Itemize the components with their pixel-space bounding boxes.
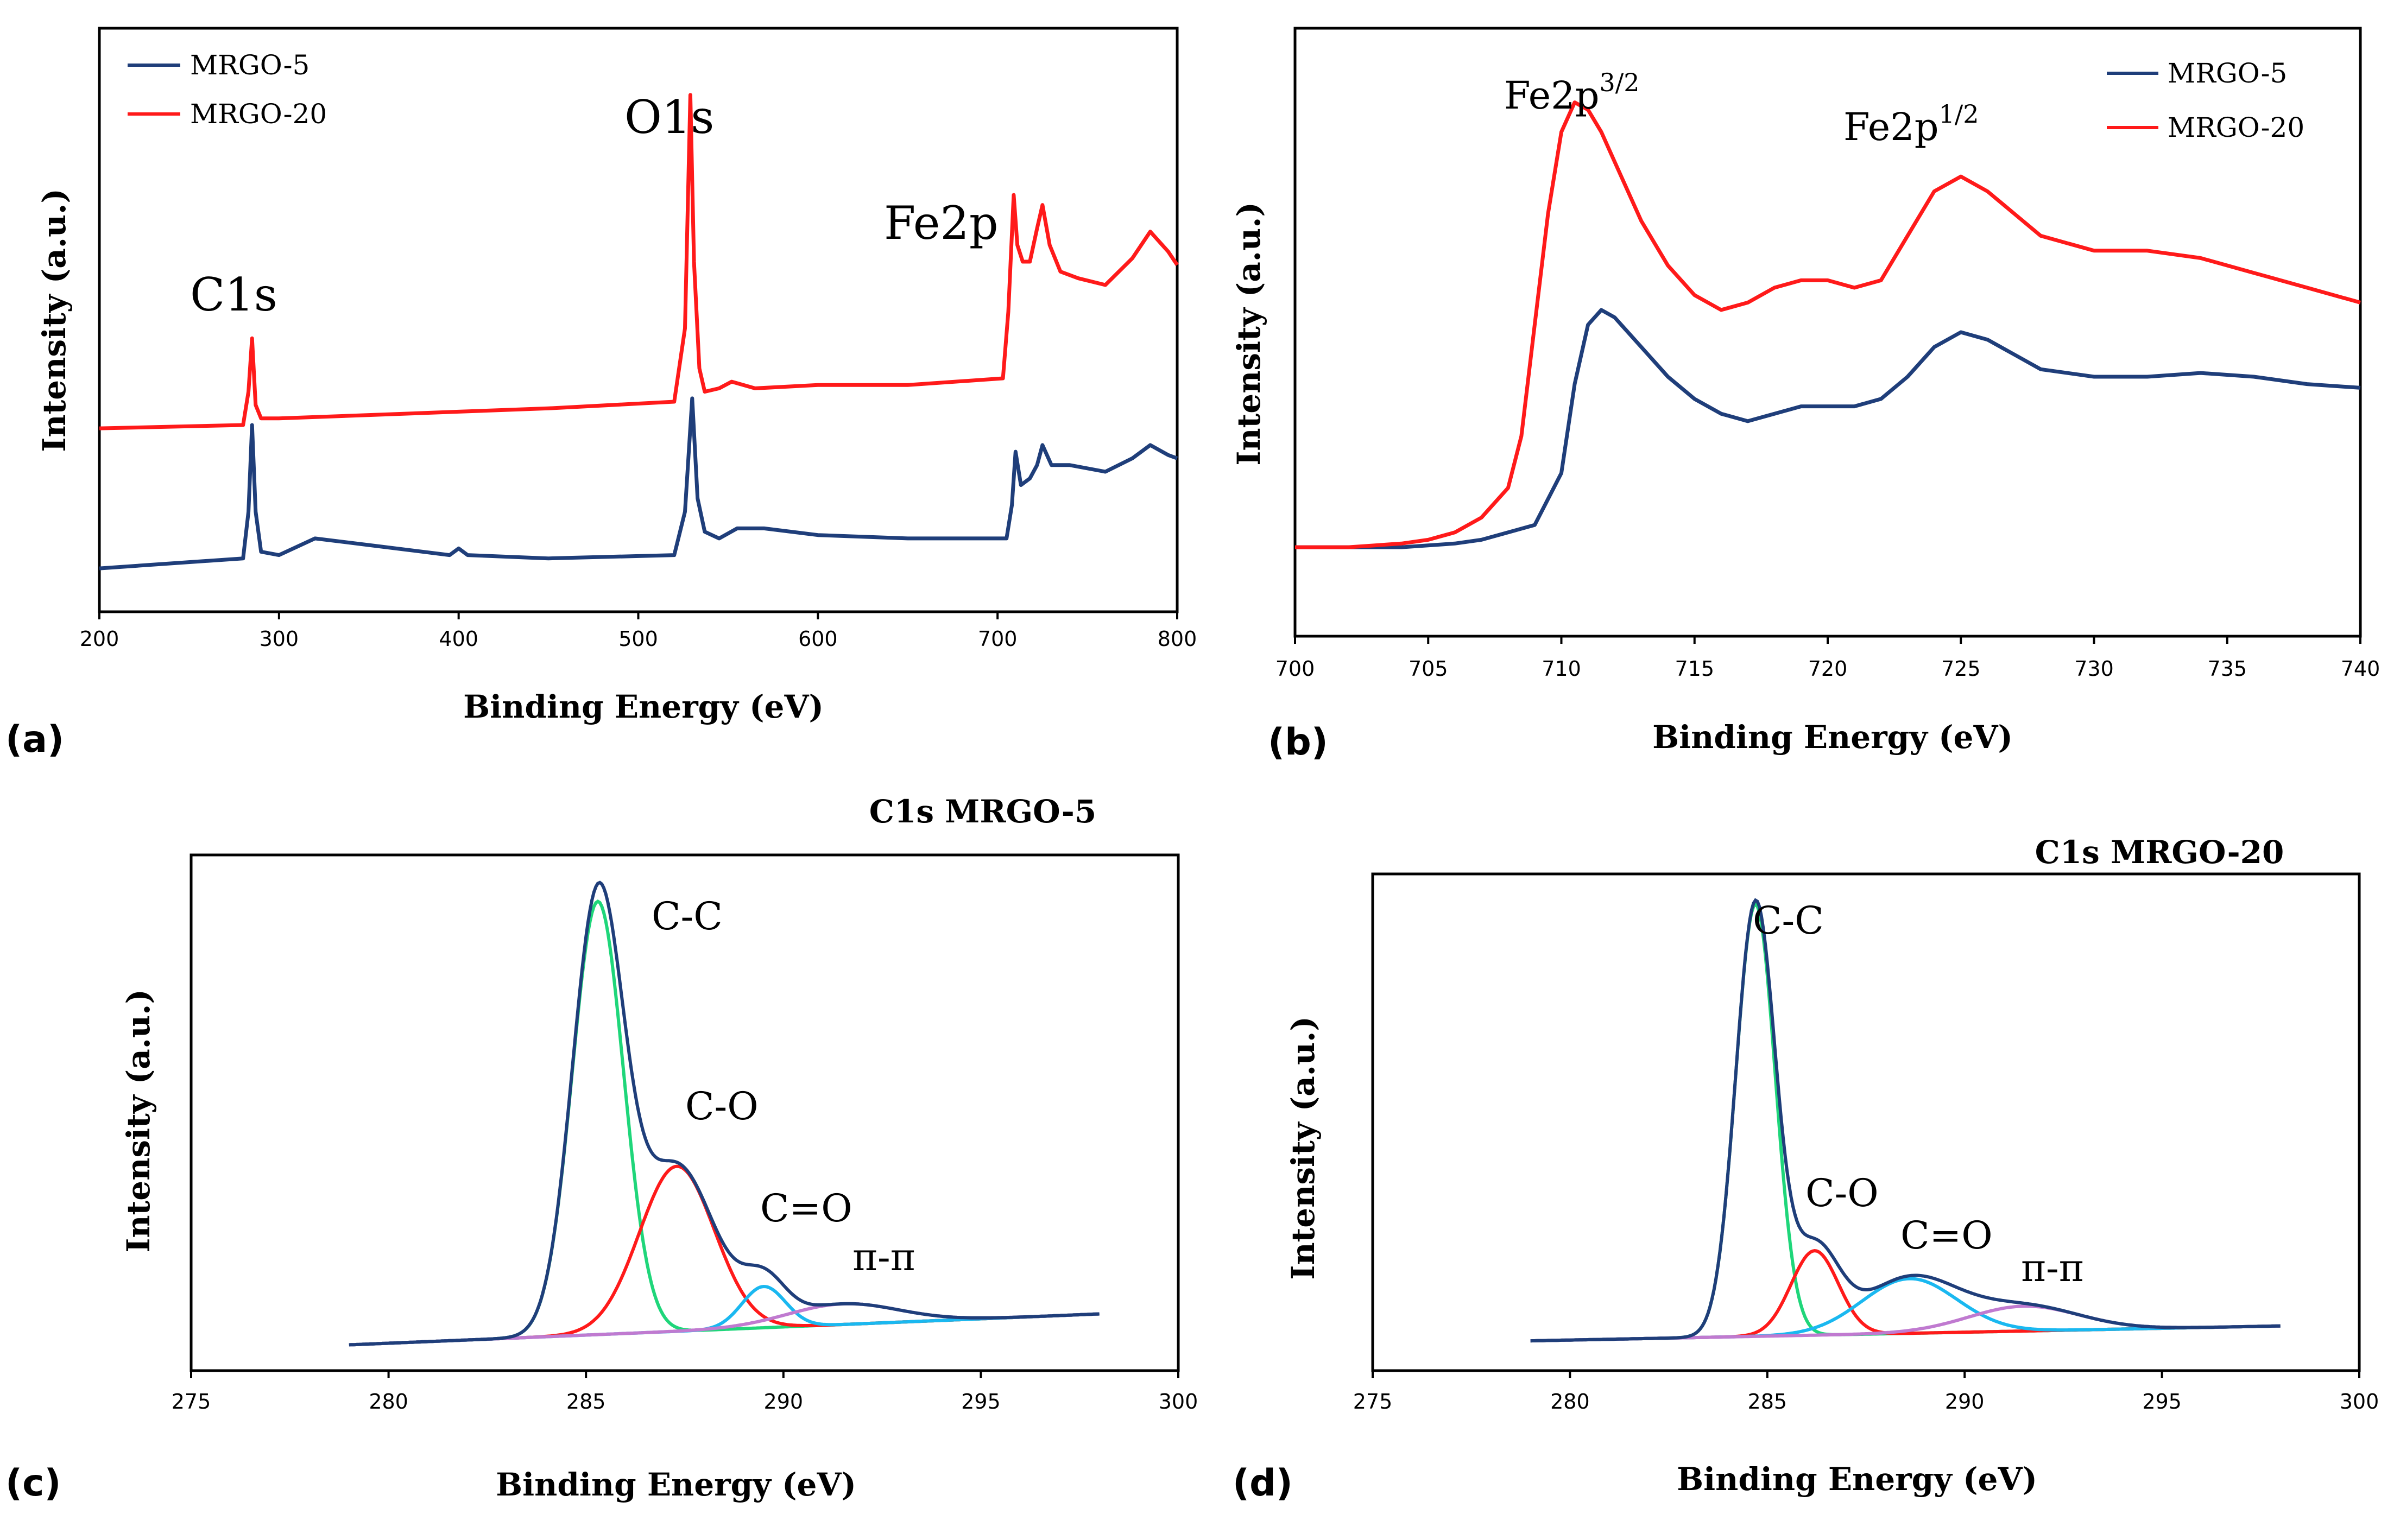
- panel-b-fe2p-spectrum: 700 705 710 715 720 725 730 735 740 MRGO-5 MRGO-…: [1230, 27, 2380, 764]
- x-tick-label: 705: [1409, 657, 1448, 681]
- x-tick-label: 720: [1808, 657, 1848, 681]
- peak-label-fe2p-3-2-text: Fe2p: [1504, 73, 1600, 118]
- panel-d-y-axis-label: Intensity (a.u.): [1285, 1016, 1322, 1280]
- peak-label-fe2p-1-2-sup: 1/2: [1939, 99, 1979, 129]
- legend-label-mrgo-5: MRGO-5: [190, 49, 310, 81]
- x-tick-label: 700: [1275, 657, 1315, 681]
- peak-label-fe2p-3-2: Fe2p3/2: [1504, 68, 1640, 118]
- x-tick-label: 285: [566, 1390, 606, 1414]
- x-tick-label: 300: [1159, 1390, 1198, 1414]
- series-line-mrgo-20: [99, 93, 1179, 430]
- panel-a-series: [99, 93, 1179, 571]
- x-tick-label: 710: [1542, 657, 1581, 681]
- panel-a-x-axis-label: Binding Energy (eV): [463, 688, 824, 725]
- peak-label-c-c: C-C: [652, 894, 723, 939]
- peak-label-fe2p-3-2-sup: 3/2: [1600, 68, 1640, 97]
- peak-label-fe2p-1-2: Fe2p1/2: [1843, 99, 1979, 149]
- x-tick-label: 735: [2207, 657, 2247, 681]
- panel-c-fit-curves: [349, 880, 1100, 1347]
- x-tick-label: 715: [1675, 657, 1714, 681]
- panel-b-letter: (b): [1268, 721, 1328, 764]
- x-tick-label: 300: [260, 627, 299, 651]
- panel-c-y-axis-label: Intensity (a.u.): [120, 989, 157, 1253]
- x-tick-label: 290: [764, 1390, 804, 1414]
- peak-label-c-double-o: C=O: [1900, 1213, 1993, 1258]
- panel-c-c1s-mrgo5: C1s MRGO-5 275 280 285 290 295 300 C-C C-O C=…: [5, 793, 1198, 1505]
- x-tick-label: 725: [1941, 657, 1981, 681]
- peak-label-fe2p-1-2-text: Fe2p: [1843, 105, 1939, 149]
- x-tick-label: 280: [1550, 1390, 1590, 1414]
- x-tick-label: 290: [1945, 1390, 1985, 1414]
- peak-label-o1s: O1s: [624, 91, 714, 144]
- panel-b-series: [1295, 100, 2361, 549]
- x-tick-label: 800: [1158, 627, 1197, 651]
- x-tick-label: 400: [439, 627, 478, 651]
- peak-label-c-double-o: C=O: [760, 1186, 852, 1231]
- x-tick-label: 295: [961, 1390, 1001, 1414]
- peak-label-c-c: C-C: [1753, 898, 1824, 943]
- fit-component-c-double-o: [349, 1284, 1100, 1347]
- x-tick-label: 740: [2341, 657, 2380, 681]
- panel-b-legend: MRGO-5 MRGO-20: [2107, 58, 2304, 143]
- fit-envelope: [1530, 898, 2281, 1343]
- legend-label-mrgo-5: MRGO-5: [2168, 58, 2287, 89]
- panel-a-survey-spectrum: 200 300 400 500 600 700 800 MRGO-5 MRGO-20 C1s…: [5, 27, 1197, 761]
- x-tick-label: 300: [2340, 1390, 2379, 1414]
- fit-component-pi-pi: [1530, 1304, 2281, 1343]
- panel-b-y-axis-label: Intensity (a.u.): [1230, 202, 1267, 466]
- peak-label-fe2p: Fe2p: [884, 197, 999, 250]
- panel-a-legend: MRGO-5 MRGO-20: [128, 49, 327, 130]
- panel-c-peak-labels: C-C C-O C=O π-π: [652, 894, 915, 1279]
- peak-label-c1s: C1s: [190, 268, 277, 321]
- panel-c-letter: (c): [5, 1462, 61, 1505]
- x-tick-label: 700: [978, 627, 1018, 651]
- x-tick-label: 275: [1353, 1390, 1393, 1414]
- legend-label-mrgo-20: MRGO-20: [2168, 112, 2304, 143]
- panel-d-fit-curves: [1530, 898, 2281, 1343]
- panel-d-x-ticks: 275 280 285 290 295 300: [1353, 1371, 2379, 1414]
- legend-label-mrgo-20: MRGO-20: [190, 98, 327, 130]
- panel-c-x-axis-label: Binding Energy (eV): [496, 1466, 856, 1503]
- panel-d-plot-frame: [1371, 872, 2361, 1372]
- peak-label-pi-pi: π-π: [2021, 1246, 2084, 1290]
- panel-b-x-ticks: 700 705 710 715 720 725 730 735 740: [1275, 636, 2380, 681]
- x-tick-label: 295: [2142, 1390, 2182, 1414]
- panel-d-letter: (d): [1233, 1462, 1293, 1505]
- peak-label-c-o: C-O: [1805, 1171, 1879, 1215]
- panel-c-plot-frame: [190, 853, 1180, 1372]
- panel-c-title: C1s MRGO-5: [869, 793, 1096, 830]
- series-line-mrgo-5: [1295, 308, 2361, 549]
- peak-label-pi-pi: π-π: [852, 1235, 915, 1279]
- fit-envelope: [349, 880, 1100, 1347]
- series-line-mrgo-5: [99, 396, 1178, 571]
- peak-label-c-o: C-O: [685, 1084, 759, 1129]
- panel-d-title: C1s MRGO-20: [2035, 834, 2284, 871]
- panel-a-x-ticks: 200 300 400 500 600 700 800: [80, 612, 1197, 651]
- panel-c-x-ticks: 275 280 285 290 295 300: [172, 1371, 1198, 1414]
- panel-d-peak-labels: C-C C-O C=O π-π: [1753, 898, 2084, 1290]
- x-tick-label: 730: [2074, 657, 2114, 681]
- panel-d-x-axis-label: Binding Energy (eV): [1677, 1461, 2037, 1498]
- x-tick-label: 600: [798, 627, 838, 651]
- x-tick-label: 285: [1748, 1390, 1788, 1414]
- panel-d-c1s-mrgo20: C1s MRGO-20 275 280 285 290 295 300 C-C C-O C…: [1233, 834, 2379, 1505]
- series-line-mrgo-20: [1295, 100, 2361, 549]
- panel-a-letter: (a): [5, 718, 64, 761]
- panel-a-y-axis-label: Intensity (a.u.): [36, 188, 73, 452]
- panel-b-x-axis-label: Binding Energy (eV): [1652, 719, 2013, 756]
- x-tick-label: 500: [618, 627, 658, 651]
- x-tick-label: 275: [172, 1390, 211, 1414]
- x-tick-label: 280: [369, 1390, 408, 1414]
- x-tick-label: 200: [80, 627, 119, 651]
